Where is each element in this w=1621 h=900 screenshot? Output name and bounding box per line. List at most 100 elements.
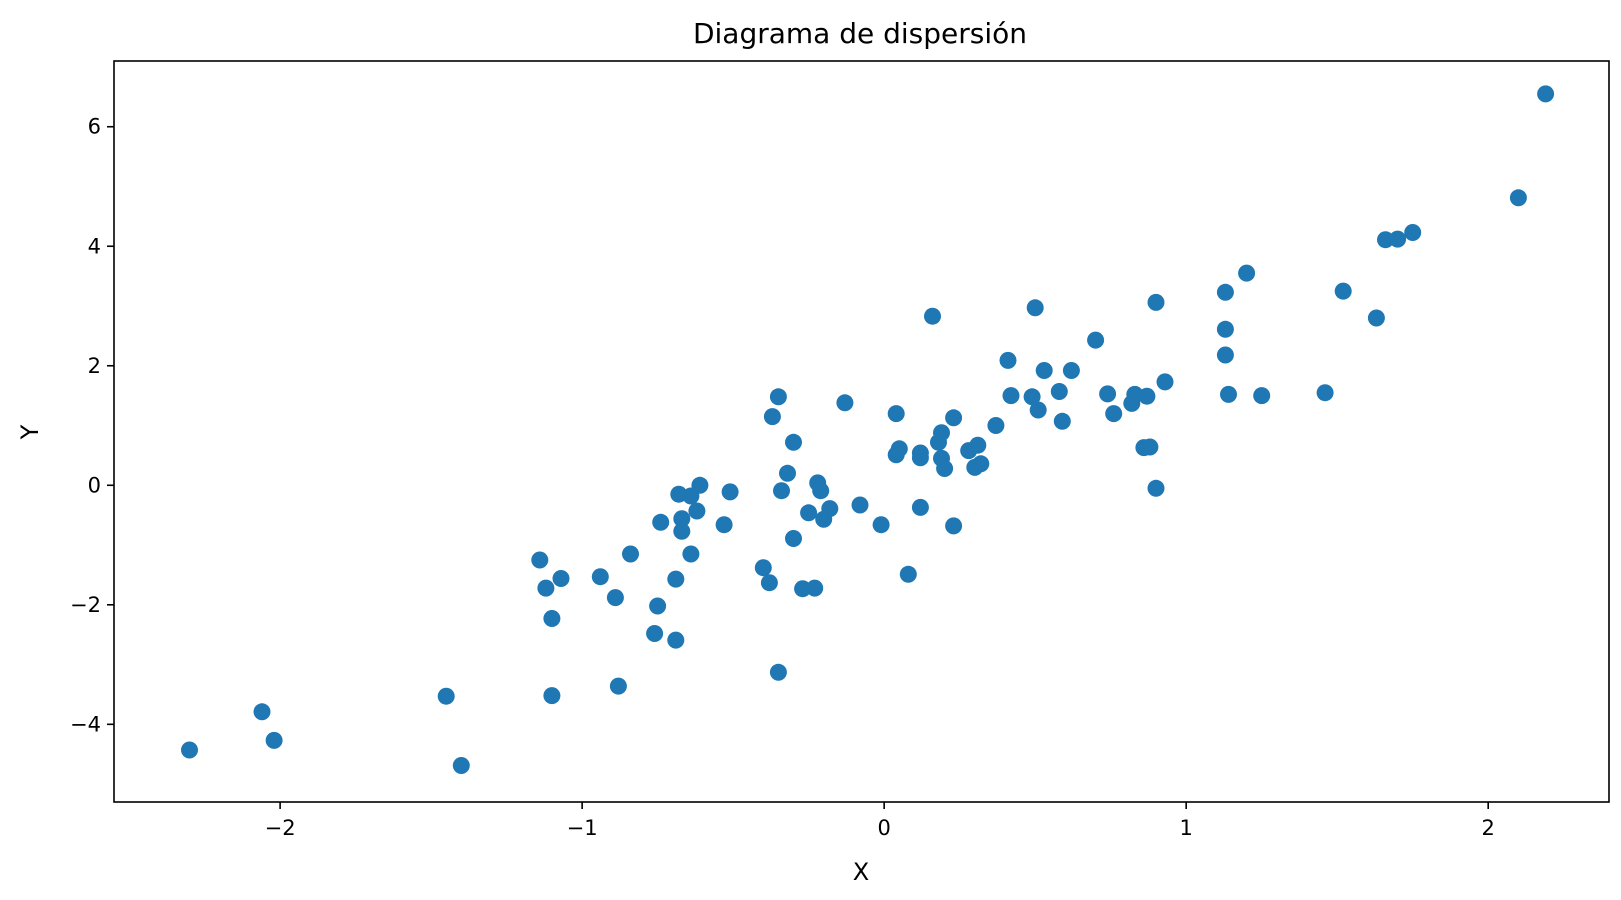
scatter-point xyxy=(1147,479,1165,497)
scatter-point xyxy=(609,677,627,695)
scatter-point xyxy=(543,610,561,627)
scatter-point xyxy=(652,513,670,531)
scatter-point xyxy=(1334,282,1352,300)
scatter-point xyxy=(1147,293,1165,311)
x-tick-label: −1 xyxy=(567,816,598,840)
scatter-point xyxy=(1087,331,1105,349)
scatter-point xyxy=(1238,264,1256,282)
y-tick-label: 4 xyxy=(88,234,101,258)
scatter-point xyxy=(673,510,691,528)
scatter-point xyxy=(1023,388,1041,406)
scatter-point xyxy=(1029,401,1047,419)
scatter-point xyxy=(1216,346,1234,364)
scatter-point xyxy=(606,589,624,607)
x-tick-label: 0 xyxy=(877,816,890,840)
scatter-point xyxy=(794,580,812,598)
x-tick-label: −2 xyxy=(265,816,296,840)
scatter-point xyxy=(1389,230,1407,248)
scatter-point xyxy=(1216,283,1234,301)
x-axis-label: X xyxy=(853,858,869,886)
y-tick-label: −4 xyxy=(70,712,101,736)
scatter-point xyxy=(1035,362,1053,379)
y-tick-label: 6 xyxy=(88,115,101,139)
scatter-point xyxy=(936,460,954,477)
scatter-point xyxy=(836,394,854,412)
scatter-point xyxy=(1105,405,1123,423)
scatter-point xyxy=(773,482,790,500)
scatter-point xyxy=(1316,384,1334,402)
scatter-point xyxy=(1050,383,1068,400)
scatter-point xyxy=(591,568,609,586)
scatter-point xyxy=(265,731,283,749)
scatter-point xyxy=(531,551,549,569)
scatter-point xyxy=(1216,320,1234,338)
scatter-point xyxy=(890,440,908,458)
scatter-point xyxy=(806,579,824,597)
scatter-point xyxy=(769,388,787,406)
scatter-point xyxy=(537,579,555,597)
x-tick-label: 2 xyxy=(1482,816,1495,840)
scatter-point xyxy=(1220,385,1237,403)
scatter-point xyxy=(667,570,685,588)
scatter-point xyxy=(911,498,929,516)
scatter-point xyxy=(1377,231,1394,249)
scatter-point xyxy=(1156,373,1174,391)
scatter-point xyxy=(1099,385,1117,403)
scatter-point xyxy=(1509,189,1527,207)
y-tick-label: −2 xyxy=(70,593,101,617)
scatter-point xyxy=(721,483,739,501)
scatter-point xyxy=(682,545,700,563)
y-tick-label: 0 xyxy=(88,473,101,497)
scatter-point xyxy=(933,424,950,442)
scatter-point xyxy=(1002,387,1020,405)
scatter-point xyxy=(800,504,818,522)
scatter-point xyxy=(691,476,709,494)
scatter-point xyxy=(972,455,990,473)
scatter-point xyxy=(769,663,787,681)
chart-title: Diagrama de dispersión xyxy=(693,17,1027,50)
y-axis-ticks: −4 −2 0 2 4 6 xyxy=(70,115,114,736)
scatter-point xyxy=(552,570,570,587)
scatter-point xyxy=(754,559,772,577)
scatter-point xyxy=(1062,362,1080,379)
scatter-point xyxy=(812,482,830,500)
x-tick-label: 1 xyxy=(1179,816,1192,840)
scatter-point xyxy=(437,687,455,705)
y-tick-label: 2 xyxy=(88,354,101,378)
scatter-point xyxy=(1026,299,1044,317)
scatter-point xyxy=(760,574,778,592)
scatter-point xyxy=(763,408,781,426)
x-axis-ticks: −2 −1 0 1 2 xyxy=(265,802,1495,840)
points-layer xyxy=(181,85,1555,774)
scatter-point xyxy=(1537,85,1555,103)
scatter-point xyxy=(887,405,905,423)
scatter-point xyxy=(1141,438,1159,456)
scatter-point xyxy=(969,436,987,454)
scatter-point xyxy=(1367,309,1385,327)
y-axis-label: Y xyxy=(16,424,44,440)
scatter-point xyxy=(1404,224,1422,241)
scatter-point xyxy=(667,631,685,649)
scatter-point xyxy=(673,522,691,540)
scatter-point xyxy=(181,741,198,759)
scatter-point xyxy=(688,502,706,520)
scatter-point xyxy=(899,565,917,583)
scatter-point xyxy=(1253,387,1271,405)
scatter-point xyxy=(785,433,802,451)
scatter-point xyxy=(785,530,802,547)
scatter-point xyxy=(872,516,890,534)
scatter-point xyxy=(945,517,963,535)
scatter-point xyxy=(851,496,869,514)
scatter-point xyxy=(452,757,470,774)
scatter-point xyxy=(1053,412,1071,430)
scatter-point xyxy=(911,449,929,467)
scatter-point xyxy=(945,409,963,427)
scatter-point xyxy=(543,687,561,705)
scatter-point xyxy=(649,597,667,615)
scatter-point xyxy=(253,703,271,721)
scatter-point xyxy=(821,500,839,518)
scatter-point xyxy=(924,307,941,325)
scatter-point xyxy=(715,516,733,534)
scatter-point xyxy=(1138,387,1156,405)
